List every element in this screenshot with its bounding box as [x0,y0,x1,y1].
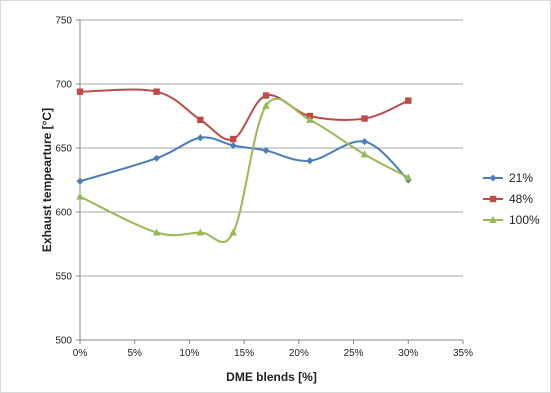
data-point [229,228,237,236]
data-point [153,88,160,95]
data-point [262,92,270,99]
data-point [152,228,161,236]
data-point [360,150,369,158]
data-point [196,228,205,236]
series-line [79,88,409,141]
data-point [230,135,237,143]
x-tick-label: 0% [73,348,88,359]
data-point [76,88,84,95]
data-point [306,157,314,165]
data-point [196,134,204,142]
series-1 [76,88,412,143]
series-group [76,88,413,243]
legend-item: 100% [483,213,540,227]
series-2 [76,97,413,243]
gridlines [80,19,463,277]
data-point [262,147,270,155]
series-0 [76,134,412,185]
data-point [76,177,84,185]
data-point [361,138,369,146]
y-tick-labels: 500 550 600 650 700 750 [55,16,72,347]
data-point [489,195,497,203]
legend: 21% 48% 100% [483,171,540,227]
legend-item: 48% [483,192,533,206]
legend-label: 48% [509,192,533,206]
x-tick-label: 25% [344,348,364,359]
y-tick-label: 500 [55,336,72,347]
data-point [76,192,84,200]
x-tick-label: 35% [453,348,473,359]
data-point [489,174,497,182]
x-tick-label: 10% [179,348,199,359]
data-point [404,173,413,181]
x-tick-label: 30% [398,348,418,359]
legend-item: 21% [483,171,533,185]
data-point [262,101,270,109]
data-point [361,115,368,122]
x-axis-title: DME blends [%] [226,370,317,384]
legend-label: 21% [509,171,533,185]
y-tick-label: 750 [55,16,72,27]
y-tick-label: 700 [55,80,72,91]
y-tick-label: 650 [55,144,72,155]
data-point [405,97,412,104]
legend-label: 100% [509,213,540,227]
series-line [79,136,409,183]
x-tick-label: 20% [289,348,309,359]
x-tick-label: 15% [234,348,254,359]
data-point [229,141,237,149]
x-tick-labels: 0% 5% 10% 15% 20% 25% 30% 35% [73,348,473,359]
y-axis-title: Exhaust tempearture [°C] [40,108,54,252]
data-point [489,216,497,223]
data-point [197,116,204,124]
data-point [306,115,314,123]
y-tick-label: 550 [55,272,72,283]
x-tick-label: 5% [127,348,142,359]
y-tick-label: 600 [55,208,72,219]
data-point [153,154,161,162]
axes [76,19,464,344]
